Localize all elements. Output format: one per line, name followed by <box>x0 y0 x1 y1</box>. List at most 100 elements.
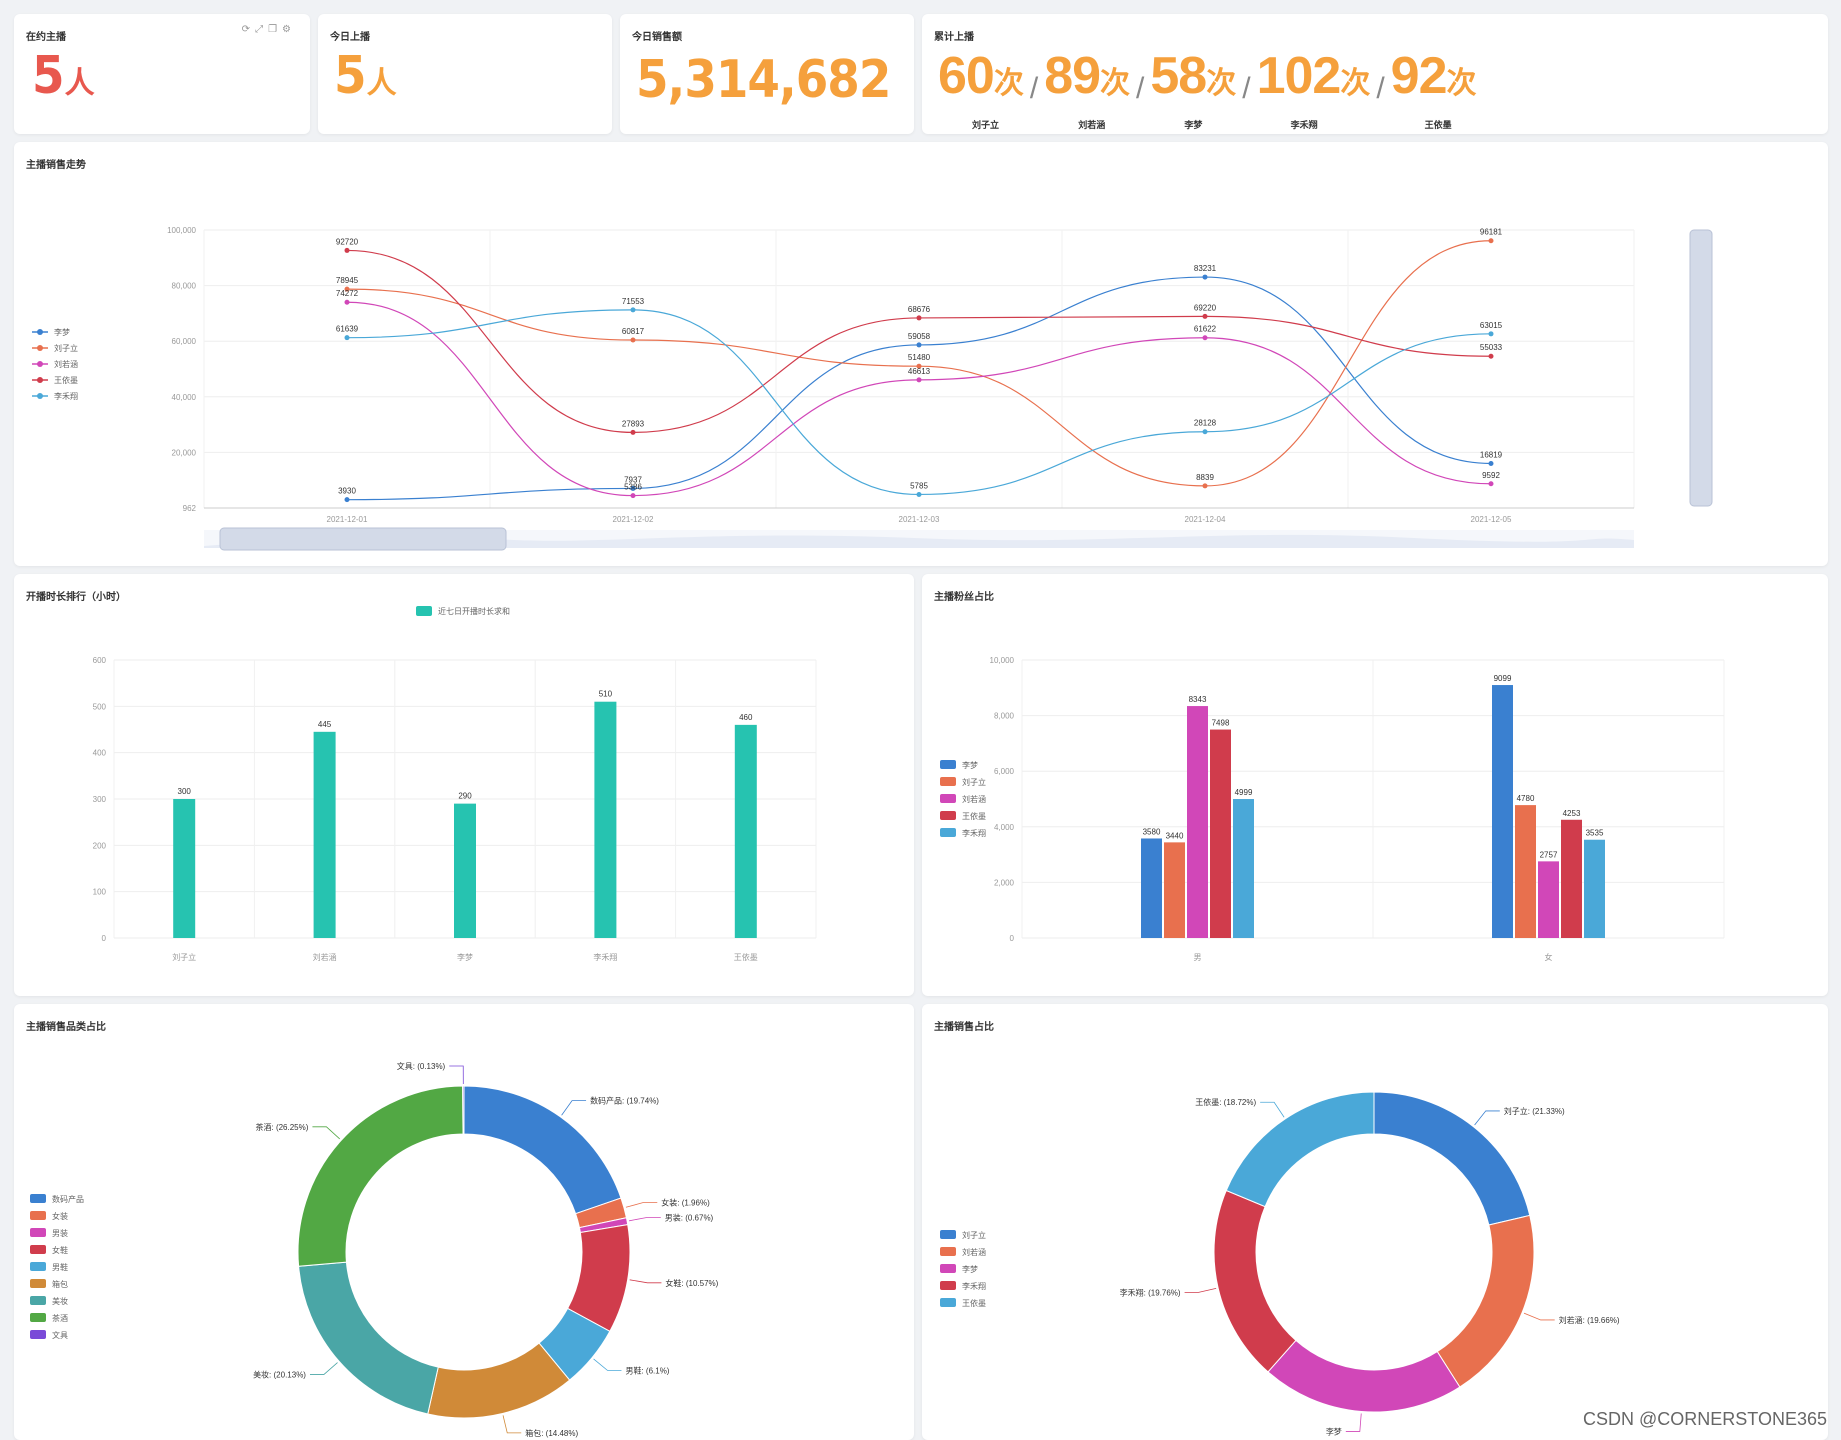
bar <box>1584 839 1605 938</box>
legend-swatch <box>940 1298 956 1307</box>
y-tick-label: 0 <box>1010 934 1015 943</box>
legend-label: 数码产品 <box>52 1194 84 1204</box>
data-label: 8343 <box>1189 695 1207 704</box>
legend-swatch <box>30 1279 46 1288</box>
legend-label: 文具 <box>52 1330 68 1340</box>
data-label: 63015 <box>1480 321 1503 330</box>
copy-icon[interactable]: ❐ <box>268 24 283 35</box>
cumulative-item: 58 次李梦 <box>1150 46 1236 130</box>
cumulative-name: 李禾翔 <box>1290 120 1318 130</box>
slice-label: 男鞋: (6.1%) <box>625 1365 669 1375</box>
x-tick-label: 李梦 <box>457 952 473 962</box>
legend-label: 李梦 <box>962 760 978 770</box>
vertical-zoom-handle[interactable] <box>1689 229 1713 507</box>
cumulative-name: 王依墨 <box>1424 120 1452 130</box>
data-point <box>1202 429 1208 435</box>
bar <box>1210 729 1231 938</box>
cumulative-unit: 次 <box>993 67 1024 100</box>
pie-slice <box>1436 1214 1535 1388</box>
x-tick-label: 2021-12-01 <box>327 515 368 524</box>
y-tick-label: 8,000 <box>994 712 1015 721</box>
y-tick-label: 6,000 <box>994 767 1015 776</box>
slice-label: 刘若涵: (19.66%) <box>1559 1315 1620 1325</box>
data-point <box>916 363 922 369</box>
expand-icon[interactable]: ⤢ <box>255 24 269 35</box>
stat-title: 累计上播 <box>934 32 974 43</box>
data-label: 300 <box>178 787 192 796</box>
data-label: 71553 <box>622 297 645 306</box>
legend-swatch <box>30 1296 46 1305</box>
y-tick-label: 300 <box>93 795 107 804</box>
cumulative-count: 60 <box>938 47 995 105</box>
chart-title: 主播销售走势 <box>26 160 86 171</box>
category-pie-card: 主播销售品类占比 数码产品: (19.74%) 女装: (1.96%) 男装: (0… <box>14 1004 914 1440</box>
bar <box>1538 861 1559 938</box>
data-label: 7498 <box>1212 719 1230 728</box>
legend-label: 李禾翔 <box>54 391 78 401</box>
legend-swatch <box>30 1194 46 1203</box>
data-point <box>344 286 350 292</box>
trend-chart-card: 主播销售走势 100,000 80,000 60,000 40,000 20,000 96… <box>14 142 1828 566</box>
y-tick-label: 10,000 <box>990 656 1015 665</box>
legend-label: 女鞋 <box>52 1245 68 1255</box>
data-label: 92720 <box>336 237 359 246</box>
bar <box>1164 842 1185 938</box>
sales-share-pie-card: 主播销售占比 刘子立: (21.33%) 刘若涵: (19.66%) 李梦 李禾翔: … <box>922 1004 1828 1440</box>
cumulative-count: 89 <box>1044 47 1101 105</box>
bar <box>1233 799 1254 938</box>
bar <box>734 724 757 938</box>
label-line <box>1260 1101 1285 1118</box>
data-label: 59058 <box>908 332 931 341</box>
x-tick-label: 2021-12-05 <box>1471 515 1512 524</box>
data-label: 2757 <box>1540 850 1558 859</box>
stat-number: 5 <box>334 46 367 106</box>
cumulative-count: 102 <box>1256 47 1342 105</box>
pie-slice <box>298 1261 439 1415</box>
legend-swatch <box>940 811 956 820</box>
slice-label: 美妆: (20.13%) <box>253 1369 306 1379</box>
label-line <box>1184 1287 1217 1293</box>
zoom-preview <box>204 534 1634 548</box>
data-label: 4999 <box>1235 788 1253 797</box>
slice-label: 男装: (0.67%) <box>665 1212 714 1222</box>
data-label: 46613 <box>908 367 931 376</box>
pie-slice <box>1267 1339 1461 1413</box>
bar <box>1561 819 1582 938</box>
trend-chart: 100,000 80,000 60,000 40,000 20,000 962 2021-1… <box>32 226 1713 551</box>
data-label: 61622 <box>1194 325 1217 334</box>
chart-title: 主播销售品类占比 <box>26 1022 106 1033</box>
legend-label: 刘子立 <box>54 343 78 353</box>
data-label: 60817 <box>622 327 645 336</box>
chart-title: 开播时长排行（小时） <box>26 592 126 603</box>
data-label: 510 <box>599 690 613 699</box>
slice-label: 文具: (0.13%) <box>397 1061 446 1071</box>
series-line <box>346 301 1492 497</box>
legend-swatch <box>940 777 956 786</box>
refresh-icon[interactable]: ⟳ <box>241 24 256 35</box>
legend-swatch <box>940 1264 956 1273</box>
data-point <box>916 315 922 321</box>
x-tick-label: 刘子立 <box>172 952 196 962</box>
slice-label: 李梦 <box>1326 1426 1342 1436</box>
legend-label: 茶酒 <box>52 1313 68 1323</box>
stat-value: 5人 <box>334 46 397 106</box>
legend-label: 刘若涵 <box>54 359 78 369</box>
x-tick-label: 2021-12-02 <box>613 515 654 524</box>
data-label: 460 <box>739 713 753 722</box>
pie-slice <box>427 1342 571 1419</box>
data-label: 4253 <box>1563 809 1581 818</box>
data-point <box>1202 274 1208 280</box>
pie-slice <box>1225 1091 1375 1208</box>
data-point <box>344 299 350 305</box>
y-tick-label: 100 <box>93 888 107 897</box>
data-point <box>630 485 636 491</box>
slice-label: 箱包: (14.48%) <box>525 1428 578 1438</box>
zoom-handle[interactable] <box>219 527 507 551</box>
legend-label: 男鞋 <box>52 1262 68 1272</box>
chart-title: 主播销售占比 <box>934 1022 994 1033</box>
gear-icon[interactable]: ⚙ <box>282 24 296 35</box>
series-line <box>346 240 1492 487</box>
data-label: 7937 <box>624 475 642 484</box>
cumulative-count: 92 <box>1390 47 1448 105</box>
data-label: 74272 <box>336 289 359 298</box>
